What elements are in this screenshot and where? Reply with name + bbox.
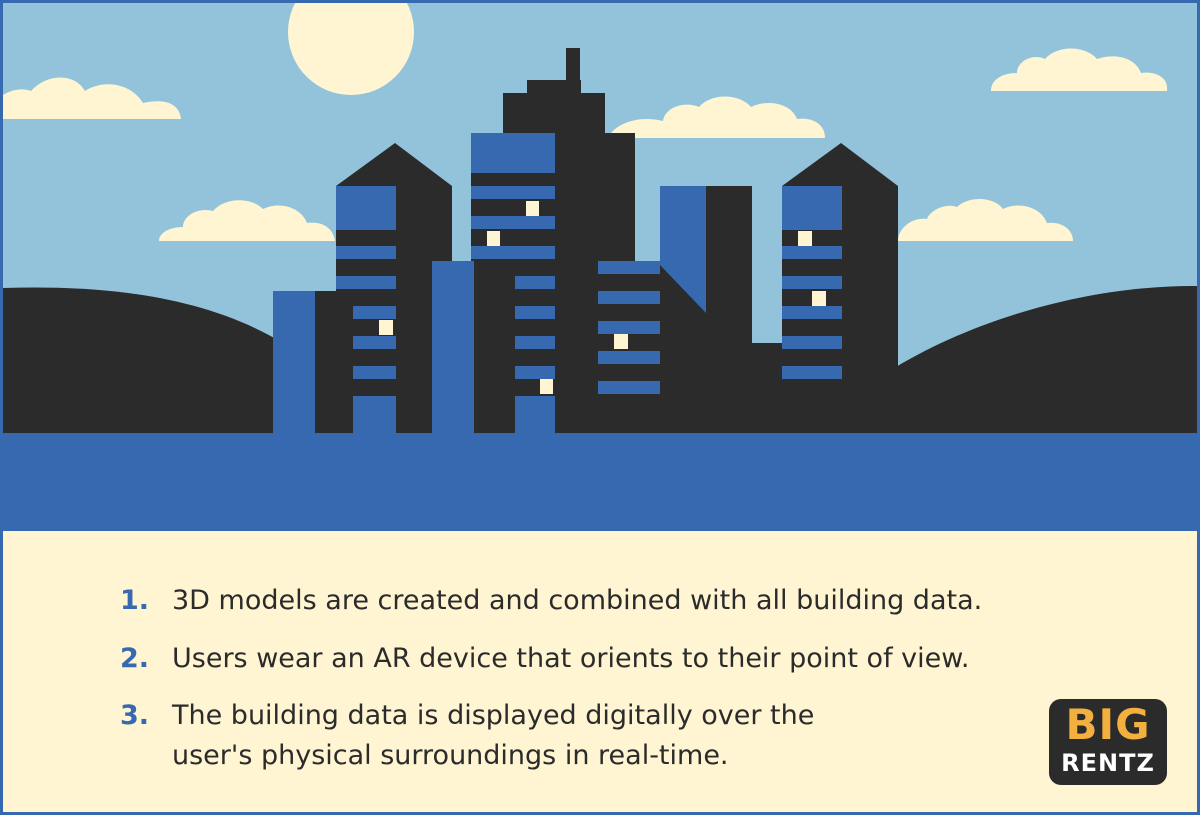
step-text-line-1: The building data is displayed digitally… [172,700,815,731]
city-skyline-illustration [3,3,1197,531]
bigrentz-logo: BIG RENTZ [1049,699,1167,785]
building-blue-block [432,261,474,433]
step-2: 2. Users wear an AR device that orients t… [120,639,969,679]
building-right [782,143,898,433]
building-mid-left [471,133,555,433]
step-1: 1. 3D models are created and combined wit… [120,581,982,621]
building-slanted [660,186,784,433]
water [3,433,1197,531]
cloud-icon [608,96,825,138]
hill-right [883,285,1197,433]
hill-left [3,287,283,433]
step-text: Users wear an AR device that orients to … [172,643,970,674]
building-left [336,143,452,433]
step-number: 1. [120,585,150,616]
step-number: 2. [120,643,150,674]
step-3: 3. The building data is displayed digital… [120,696,814,776]
sun-icon [288,3,414,95]
cloud-icon [898,198,1073,241]
logo-rentz-text: RENTZ [1061,749,1155,777]
step-number: 3. [120,700,150,731]
cloud-icon [159,200,335,241]
step-text: 3D models are created and combined with … [172,585,983,616]
steps-panel [3,531,1197,812]
building-low-left [273,291,353,433]
cloud-icon [991,48,1168,91]
logo-big-text: BIG [1065,700,1151,749]
step-text-line-2: user's physical surroundings in real-tim… [172,740,729,771]
cloud-icon [3,77,181,119]
